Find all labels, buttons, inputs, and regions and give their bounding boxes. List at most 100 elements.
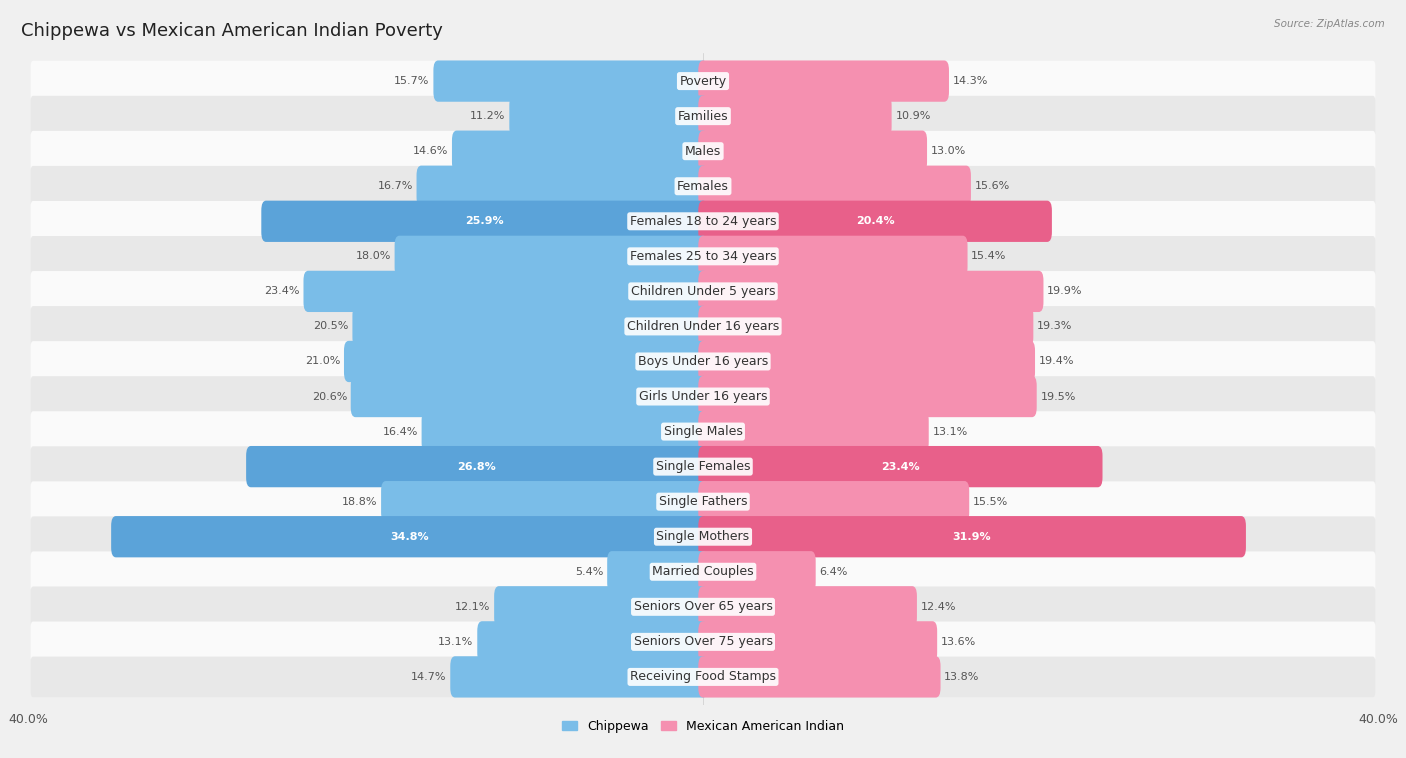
Text: Females: Females (678, 180, 728, 193)
Text: 13.0%: 13.0% (931, 146, 966, 156)
FancyBboxPatch shape (699, 201, 1052, 242)
Text: Children Under 16 years: Children Under 16 years (627, 320, 779, 333)
FancyBboxPatch shape (381, 481, 707, 522)
Text: 6.4%: 6.4% (820, 567, 848, 577)
Text: 13.6%: 13.6% (941, 637, 976, 647)
Text: 18.8%: 18.8% (342, 496, 377, 506)
Text: Females 25 to 34 years: Females 25 to 34 years (630, 250, 776, 263)
Text: 14.7%: 14.7% (411, 672, 447, 682)
Text: 19.5%: 19.5% (1040, 392, 1076, 402)
FancyBboxPatch shape (699, 341, 1035, 382)
FancyBboxPatch shape (304, 271, 707, 312)
FancyBboxPatch shape (422, 411, 707, 453)
FancyBboxPatch shape (699, 411, 929, 453)
Text: 20.4%: 20.4% (856, 216, 894, 227)
FancyBboxPatch shape (350, 376, 707, 417)
Text: 23.4%: 23.4% (264, 287, 299, 296)
Text: 19.9%: 19.9% (1047, 287, 1083, 296)
Text: 34.8%: 34.8% (389, 531, 429, 542)
Text: 16.7%: 16.7% (377, 181, 413, 191)
Text: 18.0%: 18.0% (356, 252, 391, 262)
FancyBboxPatch shape (31, 412, 1375, 452)
FancyBboxPatch shape (699, 165, 972, 207)
FancyBboxPatch shape (31, 622, 1375, 662)
FancyBboxPatch shape (416, 165, 707, 207)
Legend: Chippewa, Mexican American Indian: Chippewa, Mexican American Indian (557, 715, 849, 738)
Text: Boys Under 16 years: Boys Under 16 years (638, 355, 768, 368)
FancyBboxPatch shape (111, 516, 707, 557)
Text: Single Mothers: Single Mothers (657, 530, 749, 543)
FancyBboxPatch shape (607, 551, 707, 593)
Text: 15.6%: 15.6% (974, 181, 1010, 191)
Text: 15.4%: 15.4% (972, 252, 1007, 262)
FancyBboxPatch shape (699, 622, 938, 662)
FancyBboxPatch shape (344, 341, 707, 382)
Text: Single Fathers: Single Fathers (659, 495, 747, 508)
FancyBboxPatch shape (395, 236, 707, 277)
Text: Poverty: Poverty (679, 74, 727, 88)
Text: 12.4%: 12.4% (921, 602, 956, 612)
Text: Single Males: Single Males (664, 425, 742, 438)
Text: 15.7%: 15.7% (394, 76, 430, 86)
Text: 23.4%: 23.4% (882, 462, 920, 471)
FancyBboxPatch shape (31, 201, 1375, 242)
FancyBboxPatch shape (699, 96, 891, 136)
FancyBboxPatch shape (31, 96, 1375, 136)
FancyBboxPatch shape (699, 376, 1036, 417)
Text: Girls Under 16 years: Girls Under 16 years (638, 390, 768, 403)
FancyBboxPatch shape (31, 166, 1375, 207)
Text: Seniors Over 65 years: Seniors Over 65 years (634, 600, 772, 613)
FancyBboxPatch shape (31, 61, 1375, 102)
FancyBboxPatch shape (246, 446, 707, 487)
Text: 14.3%: 14.3% (953, 76, 988, 86)
Text: 21.0%: 21.0% (305, 356, 340, 366)
Text: 20.5%: 20.5% (314, 321, 349, 331)
FancyBboxPatch shape (31, 131, 1375, 171)
Text: 19.3%: 19.3% (1038, 321, 1073, 331)
Text: 19.4%: 19.4% (1039, 356, 1074, 366)
FancyBboxPatch shape (31, 587, 1375, 627)
Text: 14.6%: 14.6% (413, 146, 449, 156)
Text: 16.4%: 16.4% (382, 427, 418, 437)
Text: 31.9%: 31.9% (953, 531, 991, 542)
FancyBboxPatch shape (31, 236, 1375, 277)
Text: 13.8%: 13.8% (945, 672, 980, 682)
Text: 20.6%: 20.6% (312, 392, 347, 402)
Text: Source: ZipAtlas.com: Source: ZipAtlas.com (1274, 19, 1385, 29)
FancyBboxPatch shape (31, 376, 1375, 417)
FancyBboxPatch shape (699, 586, 917, 628)
FancyBboxPatch shape (433, 61, 707, 102)
FancyBboxPatch shape (699, 130, 927, 172)
Text: Females 18 to 24 years: Females 18 to 24 years (630, 215, 776, 228)
Text: 26.8%: 26.8% (457, 462, 496, 471)
FancyBboxPatch shape (31, 656, 1375, 697)
Text: Families: Families (678, 110, 728, 123)
Text: 13.1%: 13.1% (932, 427, 967, 437)
Text: 10.9%: 10.9% (896, 111, 931, 121)
FancyBboxPatch shape (31, 341, 1375, 382)
FancyBboxPatch shape (477, 622, 707, 662)
Text: 13.1%: 13.1% (439, 637, 474, 647)
Text: 25.9%: 25.9% (465, 216, 503, 227)
FancyBboxPatch shape (31, 516, 1375, 557)
FancyBboxPatch shape (699, 271, 1043, 312)
FancyBboxPatch shape (509, 96, 707, 136)
FancyBboxPatch shape (699, 551, 815, 593)
Text: Married Couples: Married Couples (652, 565, 754, 578)
Text: 11.2%: 11.2% (470, 111, 506, 121)
FancyBboxPatch shape (699, 305, 1033, 347)
Text: 5.4%: 5.4% (575, 567, 603, 577)
Text: Single Females: Single Females (655, 460, 751, 473)
FancyBboxPatch shape (699, 61, 949, 102)
Text: Seniors Over 75 years: Seniors Over 75 years (634, 635, 772, 648)
FancyBboxPatch shape (31, 306, 1375, 346)
Text: Children Under 5 years: Children Under 5 years (631, 285, 775, 298)
FancyBboxPatch shape (31, 446, 1375, 487)
FancyBboxPatch shape (262, 201, 707, 242)
FancyBboxPatch shape (31, 481, 1375, 522)
FancyBboxPatch shape (699, 481, 969, 522)
FancyBboxPatch shape (699, 516, 1246, 557)
FancyBboxPatch shape (31, 551, 1375, 592)
FancyBboxPatch shape (699, 446, 1102, 487)
FancyBboxPatch shape (31, 271, 1375, 312)
